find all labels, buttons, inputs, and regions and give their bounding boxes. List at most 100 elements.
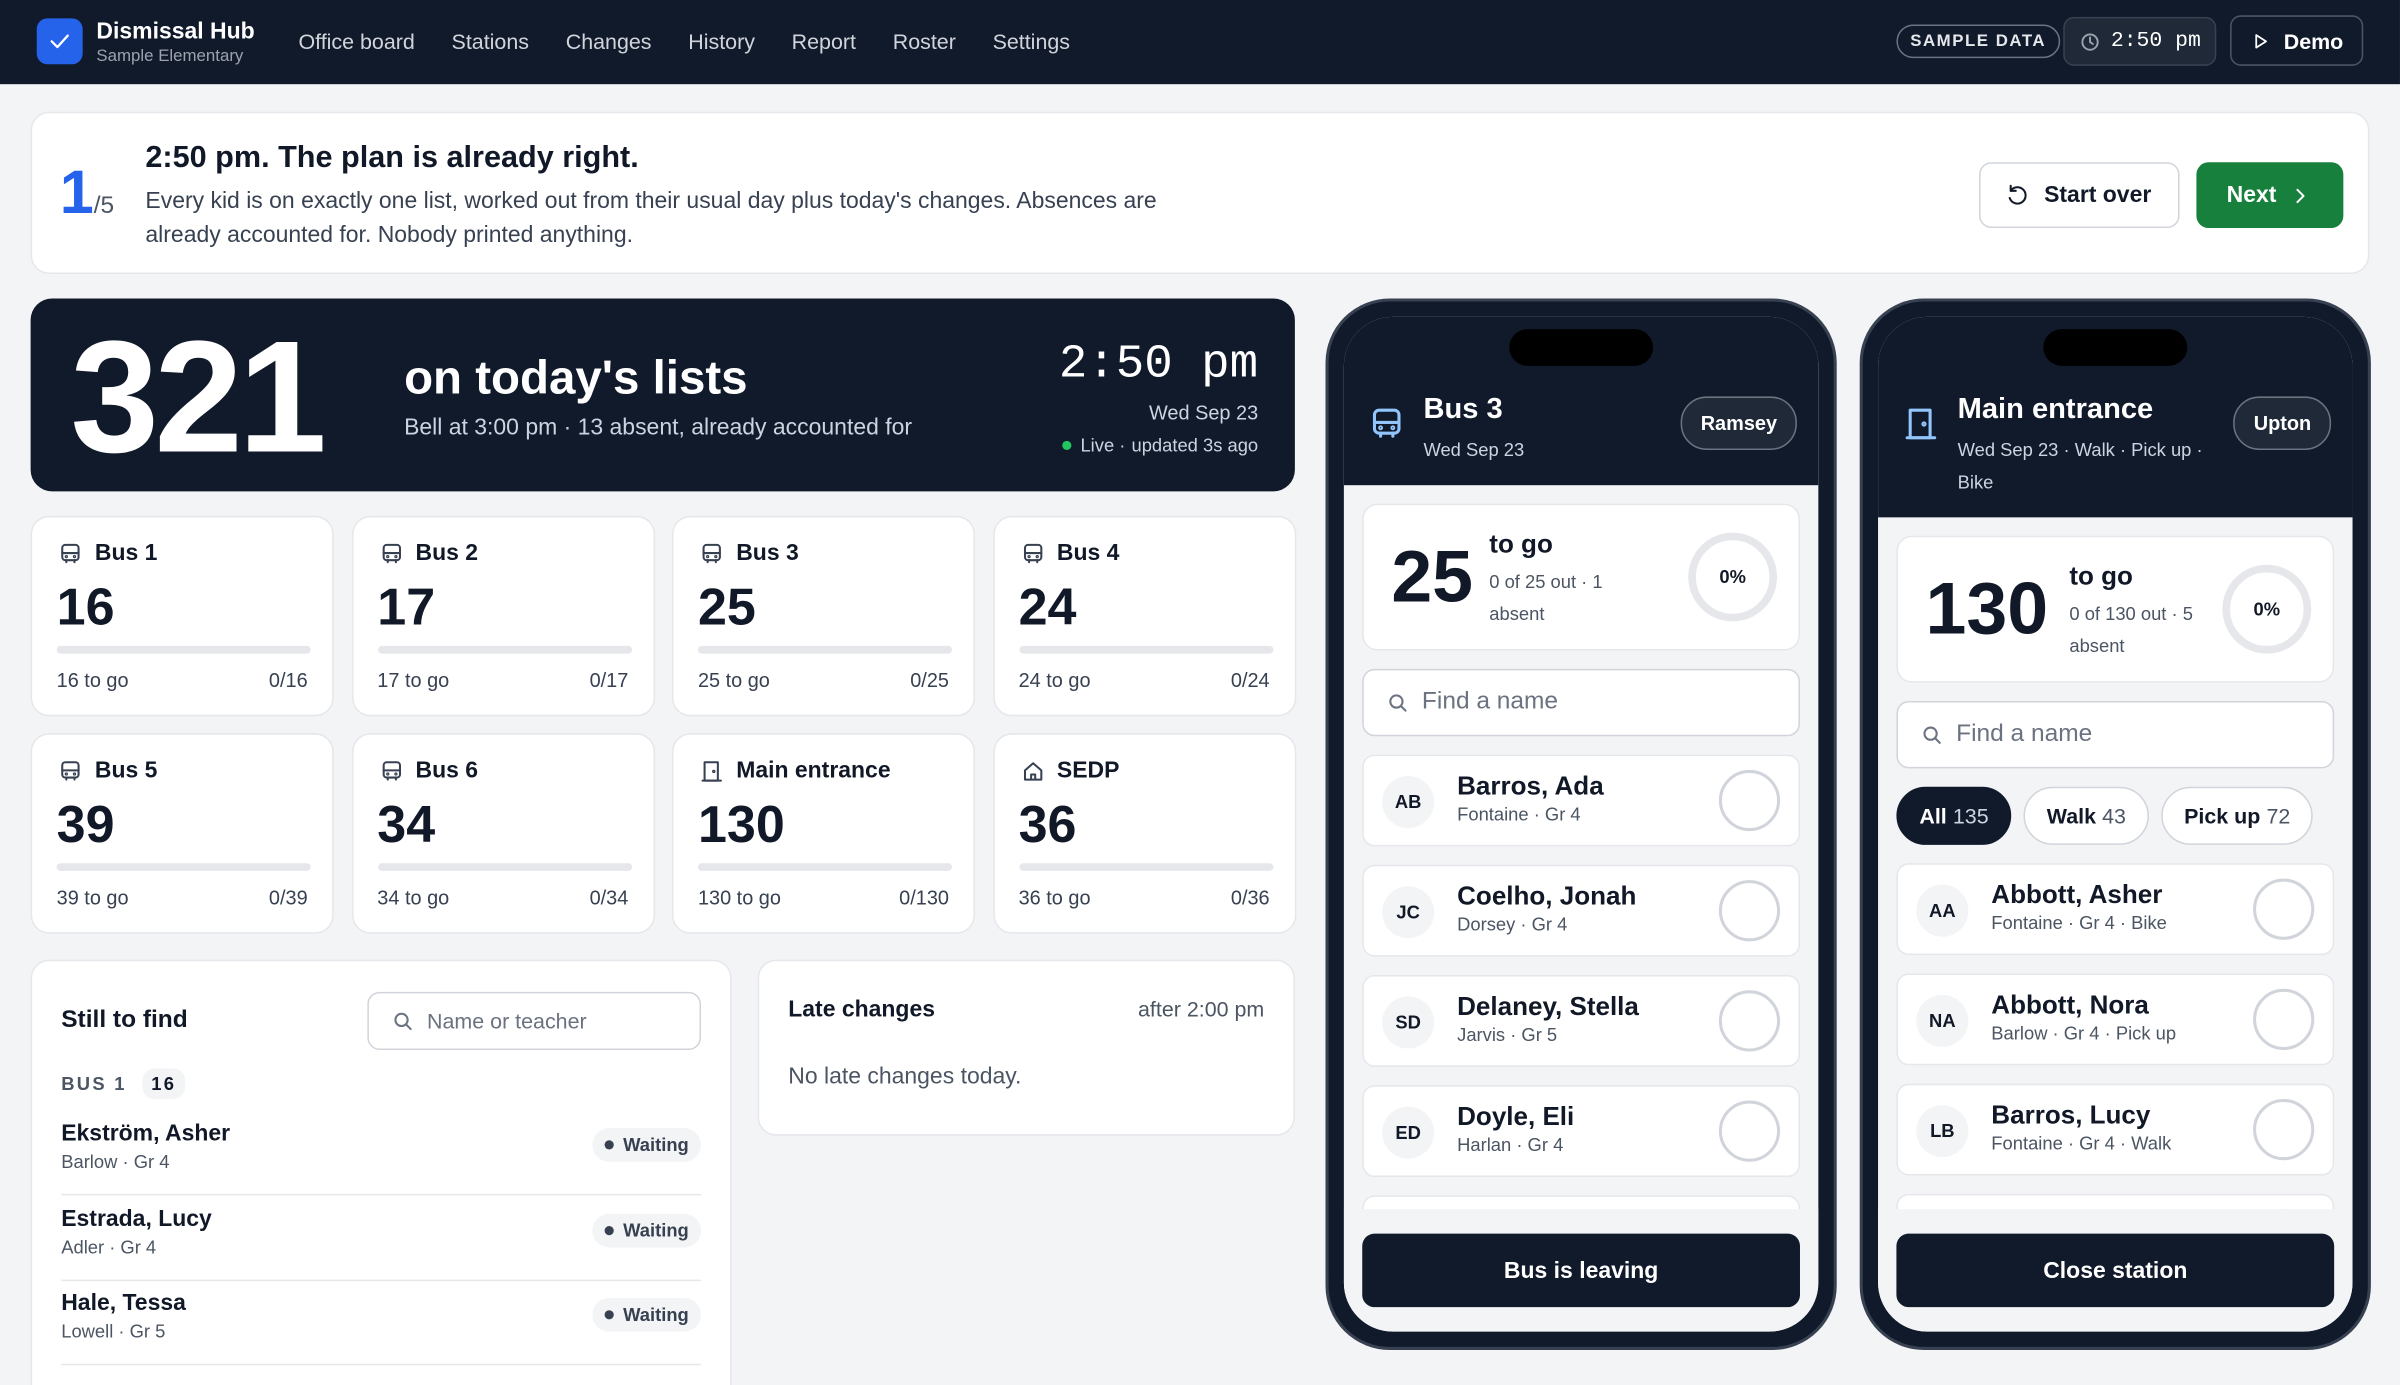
station-card[interactable]: Bus 6 34 34 to go 0/34 — [351, 733, 655, 934]
nav-link[interactable]: Office board — [298, 29, 415, 54]
station-to-go: 130 to go — [697, 886, 781, 910]
nav-link[interactable]: Settings — [992, 29, 1071, 54]
filter-tab[interactable]: Pick up 72 — [2161, 786, 2314, 845]
step-number: 1/5 — [59, 159, 115, 227]
student-row[interactable]: Hale, Tessa Lowell · Gr 5 Waiting — [61, 1280, 702, 1366]
student-row[interactable]: Estrada, Lucy Adler · Gr 4 Waiting — [61, 1195, 702, 1281]
action-button[interactable]: Bus is leaving — [1362, 1233, 1800, 1308]
station-count: 25 — [697, 578, 756, 637]
status-label: Waiting — [623, 1134, 689, 1156]
check-circle[interactable] — [1718, 880, 1781, 942]
check-circle[interactable] — [1718, 990, 1781, 1052]
remaining-count: 25 — [1391, 537, 1474, 619]
station-card[interactable]: Bus 1 16 16 to go 0/16 — [30, 515, 334, 717]
owner-button[interactable]: Ramsey — [1680, 396, 1797, 450]
student-row[interactable]: AB Barros, Ada Fontaine · Gr 4 — [1362, 754, 1800, 847]
search-icon — [1923, 726, 1941, 744]
bus-icon — [1372, 408, 1401, 438]
nav-link[interactable]: Changes — [565, 29, 652, 54]
to-go-label: to go — [2069, 561, 2133, 591]
station-card[interactable]: Bus 4 24 24 to go 0/24 — [992, 515, 1296, 717]
total-sub: Bell at 3:00 pm · 13 absent, already acc… — [404, 414, 913, 441]
student-row[interactable]: NA Abbott, Nora Barlow · Gr 4 · Pick up — [1896, 973, 2335, 1066]
total-label: on today's lists — [404, 350, 748, 405]
progress-track — [377, 645, 632, 654]
station-card[interactable]: SEDP 36 36 to go 0/36 — [992, 733, 1296, 934]
station-head: Bus 4 — [1020, 540, 1119, 566]
start-over-button[interactable]: Start over — [1979, 162, 2180, 229]
remaining-count: 130 — [1925, 569, 2049, 651]
nav-link[interactable]: History — [688, 29, 755, 54]
notch — [1509, 329, 1654, 366]
phone-body: 25 to go 0 of 25 out · 1 absent 0% Find a na… — [1344, 485, 1818, 1305]
student-detail: Barlow · Gr 4 · Pick up — [1991, 1022, 2177, 1044]
chev-icon — [2296, 188, 2305, 203]
status-label: Waiting — [623, 1219, 689, 1241]
station-card[interactable]: Bus 3 25 25 to go 0/25 — [671, 515, 975, 717]
station-count: 24 — [1018, 578, 1077, 637]
status-pill: Waiting — [592, 1128, 702, 1162]
student-name: Coelho, Jonah — [1457, 881, 1637, 911]
student-row[interactable]: AA Abbott, Asher Fontaine · Gr 4 · Bike — [1896, 863, 2335, 956]
group-head: BUS 1 16 — [61, 1068, 186, 1099]
station-head: Bus 5 — [58, 758, 157, 784]
phone-heading: Main entrance Wed Sep 23 · Walk · Pick up… — [1958, 393, 2216, 499]
top-nav: Dismissal Hub Sample Elementary Office boa… — [0, 0, 2400, 85]
station-card[interactable]: Bus 2 17 17 to go 0/17 — [351, 515, 655, 717]
phone-sub: Wed Sep 23 — [1423, 439, 1525, 461]
group-name: BUS 1 — [61, 1072, 127, 1095]
bus-icon — [381, 760, 401, 780]
nav-link[interactable]: Roster — [892, 29, 956, 54]
name-search[interactable]: Find a name — [1896, 701, 2335, 769]
owner-button[interactable]: Upton — [2233, 396, 2332, 450]
late-changes: Late changes after 2:00 pm No late changes… — [757, 959, 1295, 1136]
check-circle[interactable] — [2253, 878, 2315, 940]
student-row[interactable]: JC Coelho, Jonah Dorsey · Gr 4 — [1362, 864, 1800, 957]
check-circle[interactable] — [1718, 769, 1781, 832]
check-circle[interactable] — [2253, 1098, 2315, 1161]
student-row[interactable]: SD Delaney, Stella Jarvis · Gr 5 — [1362, 974, 1800, 1067]
station-name: Bus 2 — [415, 540, 479, 567]
check-circle[interactable] — [2253, 988, 2315, 1050]
station-to-go: 39 to go — [56, 886, 129, 910]
find-title: Still to find — [61, 1007, 188, 1034]
status-pill: Waiting — [592, 1297, 702, 1332]
station-progress: 0/130 — [899, 886, 949, 910]
action-button[interactable]: Close station — [1896, 1233, 2335, 1308]
summary-detail: 0 of 25 out · 1 absent — [1489, 570, 1603, 625]
station-card[interactable]: Bus 5 39 39 to go 0/39 — [30, 733, 334, 934]
filter-tab[interactable]: Walk 43 — [2023, 786, 2149, 845]
name-search[interactable]: Find a name — [1362, 668, 1800, 737]
nav-link[interactable]: Stations — [451, 29, 529, 54]
student-row[interactable]: ED Doyle, Eli Harlan · Gr 4 — [1362, 1085, 1800, 1178]
station-to-go: 25 to go — [697, 668, 770, 692]
late-title: Late changes — [788, 996, 936, 1023]
student-row[interactable]: Ekström, Asher Barlow · Gr 4 Waiting — [61, 1110, 702, 1196]
check-circle[interactable] — [1718, 1100, 1781, 1162]
nav-link[interactable]: Report — [791, 29, 856, 54]
filter-tab[interactable]: All 135 — [1896, 786, 2012, 845]
progress-track — [377, 863, 632, 871]
phone-title: Bus 3 — [1423, 393, 1503, 426]
school: Sample Elementary — [96, 47, 244, 66]
find-search[interactable]: Name or teacher — [367, 991, 702, 1050]
next-button[interactable]: Next — [2196, 162, 2344, 229]
bus-icon — [61, 543, 80, 563]
station-progress: 0/36 — [1230, 886, 1270, 910]
filter-label: Walk — [2046, 803, 2097, 829]
station-to-go: 36 to go — [1018, 886, 1091, 910]
clock: 2:50 pm — [2063, 16, 2217, 66]
phone-sub: Wed Sep 23 · Walk · Pick up · Bike — [1957, 439, 2203, 493]
station-count: 39 — [56, 795, 115, 855]
student-name: Barros, Lucy — [1991, 1100, 2151, 1130]
demo-button[interactable]: Demo — [2230, 15, 2364, 66]
station-progress: 0/16 — [268, 668, 308, 692]
student-detail: Fontaine · Gr 4 — [1457, 803, 1581, 825]
group-count: 16 — [142, 1068, 186, 1099]
notch — [2043, 329, 2188, 366]
station-card[interactable]: Main entrance 130 130 to go 0/130 — [671, 733, 975, 934]
filter-label: Pick up — [2184, 803, 2261, 829]
student-row[interactable]: LB Barros, Lucy Fontaine · Gr 4 · Walk — [1896, 1083, 2335, 1176]
late-empty: No late changes today. — [788, 1063, 1022, 1090]
student-name: Estrada, Lucy — [61, 1205, 212, 1232]
